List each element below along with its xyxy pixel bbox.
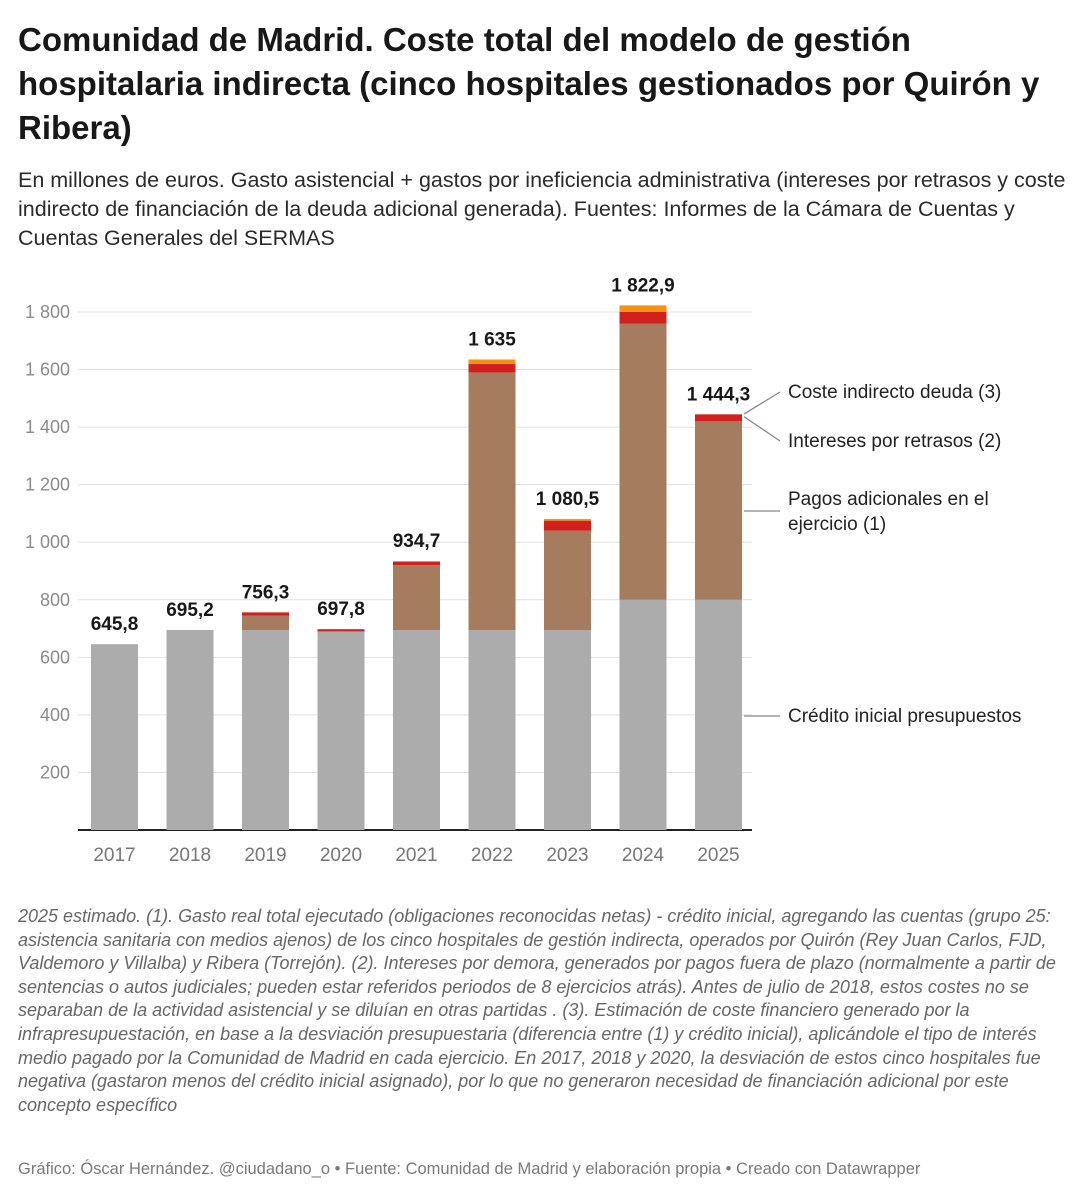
legend: Coste indirecto deuda (3) Intereses por r… — [743, 382, 1021, 727]
x-tick-label: 2018 — [169, 845, 211, 866]
total-label: 1 635 — [468, 329, 516, 350]
legend-label: Pagos adicionales en el ejercicio (1) — [788, 489, 989, 535]
bar-segment — [695, 414, 742, 422]
total-label: 695,2 — [166, 600, 214, 621]
total-label: 1 822,9 — [611, 275, 674, 296]
bar-segment — [619, 305, 667, 312]
bar-segment — [91, 644, 138, 830]
bar-segment — [242, 612, 289, 616]
legend-label: Crédito inicial presupuestos — [788, 706, 1021, 727]
total-label: 756,3 — [242, 582, 290, 603]
bar-segment — [695, 599, 742, 830]
credits-footer: Gráfico: Óscar Hernández. @ciudadano_o •… — [18, 1160, 921, 1178]
bar-segment — [317, 631, 365, 830]
y-tick-label: 1 400 — [25, 417, 70, 437]
bar-segment — [393, 629, 440, 830]
total-label: 1 080,5 — [536, 489, 600, 510]
x-tick-label: 2022 — [471, 845, 513, 866]
bar-segment — [619, 312, 667, 324]
bar-segment — [393, 561, 440, 562]
bar-segment — [544, 629, 591, 830]
legend-label: Coste indirecto deuda (3) — [788, 382, 1001, 403]
total-label: 645,8 — [91, 614, 139, 635]
bar-segment — [393, 561, 440, 566]
stacked-bar-chart: 200 400 600 800 1 000 1 200 1 400 1 600 1 800 64… — [25, 275, 1021, 866]
x-tick-label: 2024 — [622, 845, 665, 866]
bar-segment — [468, 363, 516, 373]
bar-segment — [468, 359, 516, 364]
legend-label-line: ejercicio (1) — [788, 514, 886, 535]
y-axis-ticks: 200 400 600 800 1 000 1 200 1 400 1 600 1 800 — [25, 302, 70, 782]
bar-segment — [242, 629, 289, 830]
y-tick-label: 400 — [40, 705, 70, 725]
x-tick-label: 2021 — [395, 845, 437, 866]
bars — [91, 305, 742, 830]
legend-leader-line — [743, 416, 781, 442]
x-tick-label: 2025 — [697, 845, 739, 866]
bar-segment — [468, 372, 516, 630]
y-tick-label: 600 — [40, 647, 70, 667]
chart-subtitle: En millones de euros. Gasto asistencial … — [18, 168, 1066, 250]
total-label: 1 444,3 — [687, 384, 750, 405]
y-tick-label: 1 000 — [25, 532, 70, 552]
bar-segment — [619, 599, 667, 830]
total-label: 697,8 — [317, 599, 365, 620]
y-tick-label: 1 200 — [25, 475, 70, 495]
total-label: 934,7 — [393, 531, 441, 552]
bar-segment — [695, 421, 742, 600]
bar-segment — [393, 565, 440, 630]
legend-label-line: Pagos adicionales en el — [788, 489, 989, 510]
y-tick-label: 800 — [40, 590, 70, 610]
bar-segment — [544, 530, 591, 630]
chart-title: Comunidad de Madrid. Coste total del mod… — [18, 21, 1040, 146]
y-tick-label: 1 600 — [25, 360, 70, 380]
y-tick-label: 200 — [40, 762, 70, 782]
x-axis-ticks: 2017 2018 2019 2020 2021 2022 2023 2024 2025 — [93, 845, 739, 866]
bar-segment — [317, 629, 365, 632]
bar-segment — [544, 519, 591, 521]
bar-segment — [242, 615, 289, 630]
x-tick-label: 2019 — [244, 845, 286, 866]
bar-segment — [166, 629, 214, 830]
bar-segment — [544, 520, 591, 531]
y-tick-label: 1 800 — [25, 302, 70, 322]
legend-label: Intereses por retrasos (2) — [788, 431, 1001, 452]
x-tick-label: 2017 — [93, 845, 135, 866]
legend-leader-line — [743, 391, 781, 415]
total-labels: 645,8 695,2 756,3 697,8 934,7 1 635 1 080,5 1 8… — [91, 275, 750, 635]
x-tick-label: 2020 — [320, 845, 362, 866]
footnotes: 2025 estimado. (1). Gasto real total eje… — [18, 906, 1056, 1115]
bar-segment — [619, 323, 667, 600]
bar-segment — [468, 629, 516, 830]
x-tick-label: 2023 — [546, 845, 588, 866]
